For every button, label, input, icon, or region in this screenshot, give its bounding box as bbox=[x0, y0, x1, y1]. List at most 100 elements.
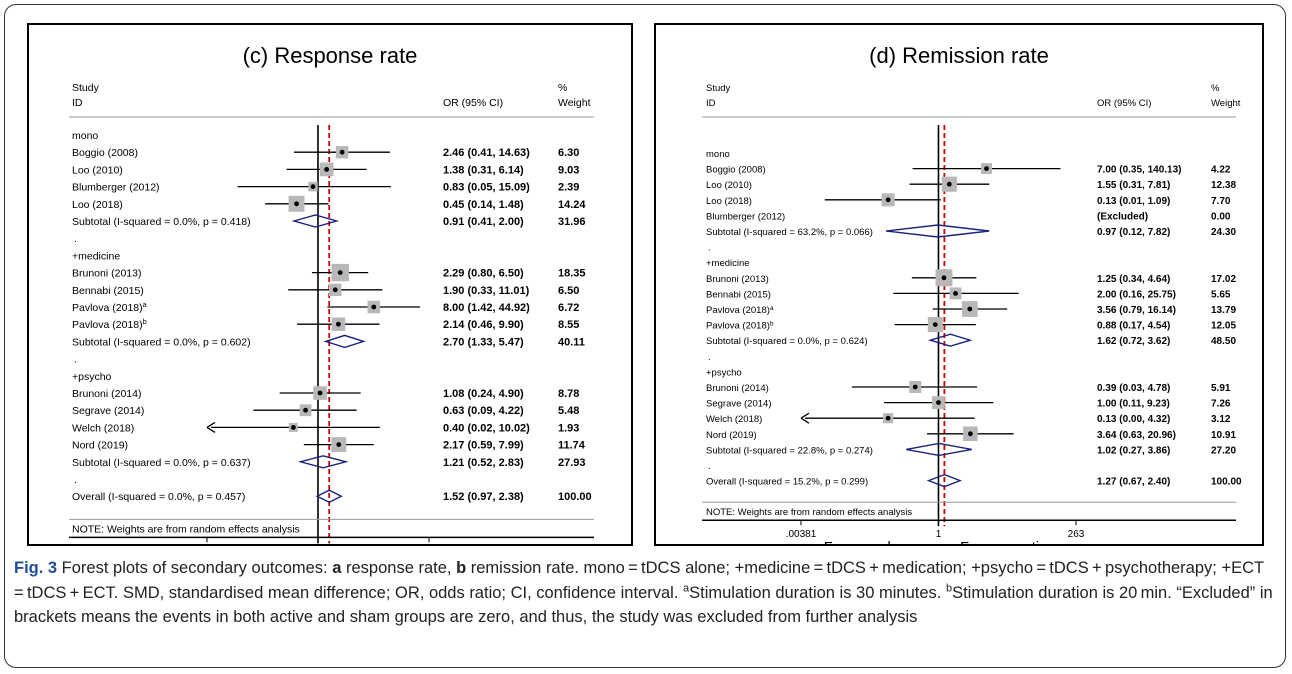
separator-dot: . bbox=[74, 474, 77, 486]
diamond-overall-i-squared-15-2-p-0-299 bbox=[926, 473, 963, 488]
point-estimate-pavlova-2018-b bbox=[335, 321, 341, 327]
study-label-brunoni-2014: Brunoni (2014) bbox=[706, 383, 769, 394]
or-ci-pavlova-2018-a: 8.00 (1.42, 44.92) bbox=[443, 302, 530, 314]
weight-pavlova-2018-a: 6.72 bbox=[558, 302, 579, 314]
or-ci-subtotal-i-squared-63-2-p-0-066: 0.97 (0.12, 7.82) bbox=[1097, 227, 1170, 238]
footnote-marker: b bbox=[770, 320, 774, 327]
favours-active-label: Favours active bbox=[960, 540, 1054, 544]
figure-caption: Fig. 3 Forest plots of secondary outcome… bbox=[14, 556, 1276, 630]
subtotal-label-subtotal-i-squared-0-0-p-0-602: Subtotal (I-squared = 0.0%, p = 0.602) bbox=[72, 336, 251, 348]
point-estimate-loo-2010 bbox=[324, 167, 330, 172]
footnote-marker: a bbox=[143, 300, 148, 309]
study-label-boggio-2008: Boggio (2008) bbox=[72, 147, 138, 159]
chart-title: (c) Response rate bbox=[243, 43, 418, 68]
caption-text-1: Forest plots of secondary outcomes: bbox=[57, 559, 333, 577]
study-label-bennabi-2015: Bennabi (2015) bbox=[706, 289, 771, 300]
study-label-segrave-2014: Segrave (2014) bbox=[706, 399, 771, 410]
or-ci-subtotal-i-squared-0-0-p-0-624: 1.62 (0.72, 3.62) bbox=[1097, 336, 1170, 347]
weight-bennabi-2015: 6.50 bbox=[558, 285, 579, 297]
study-label-brunoni-2014: Brunoni (2014) bbox=[72, 388, 141, 400]
chart-title: (d) Remission rate bbox=[869, 43, 1049, 68]
or-ci-subtotal-i-squared-0-0-p-0-418: 0.91 (0.41, 2.00) bbox=[443, 216, 524, 228]
or-ci-nord-2019: 2.17 (0.59, 7.99) bbox=[443, 440, 524, 452]
weight-bennabi-2015: 5.65 bbox=[1211, 289, 1231, 300]
or-ci-pavlova-2018-a: 3.56 (0.79, 16.14) bbox=[1097, 305, 1176, 316]
study-label-pavlova-2018-b: Pavlova (2018)b bbox=[72, 317, 147, 332]
diamond-subtotal-i-squared-63-2-p-0-066 bbox=[886, 224, 990, 238]
footnote-marker: b bbox=[143, 317, 147, 326]
point-estimate-pavlova-2018-b bbox=[932, 322, 938, 327]
or-ci-brunoni-2013: 2.29 (0.80, 6.50) bbox=[443, 268, 524, 280]
subtotal-label-subtotal-i-squared-63-2-p-0-066: Subtotal (I-squared = 63.2%, p = 0.066) bbox=[706, 227, 873, 238]
point-estimate-pavlova-2018-a bbox=[371, 304, 377, 310]
diamond-overall-i-squared-0-0-p-0-457 bbox=[315, 489, 343, 503]
weight-loo-2010: 12.38 bbox=[1211, 180, 1236, 191]
caption-text-4: Stimulation duration is 30 minutes. bbox=[689, 583, 946, 602]
remission-rate-forest-plot: (d) Remission rate Study ID OR (95% CI)% Wei… bbox=[702, 43, 1242, 556]
caption-text-5: Stimulation duration is 20 min. “Exclude… bbox=[14, 583, 1273, 627]
weight-blumberger-2012: 0.00 bbox=[1211, 211, 1231, 222]
footnote-marker: a bbox=[770, 305, 774, 312]
point-estimate-brunoni-2013 bbox=[337, 270, 343, 275]
caption-text-2: response rate, bbox=[341, 559, 457, 577]
or-ci-pavlova-2018-b: 0.88 (0.17, 4.54) bbox=[1097, 321, 1170, 332]
study-label-nord-2019: Nord (2019) bbox=[706, 430, 757, 441]
study-label-nord-2019: Nord (2019) bbox=[72, 440, 128, 452]
point-estimate-loo-2010 bbox=[946, 181, 952, 187]
or-ci-welch-2018: 0.13 (0.00, 4.32) bbox=[1097, 414, 1170, 425]
weight-pavlova-2018-a: 13.79 bbox=[1211, 305, 1236, 316]
point-estimate-pavlova-2018-a bbox=[967, 306, 973, 312]
diamond-subtotal-i-squared-0-0-p-0-602 bbox=[323, 334, 366, 349]
response-rate-panel: (c) Response rate Study ID OR (95% CI)% Weig… bbox=[27, 23, 633, 573]
caption-figure-label: Fig. 3 bbox=[14, 559, 58, 577]
group-label-medicine: +medicine bbox=[706, 258, 750, 269]
header-study: Study bbox=[72, 82, 100, 94]
study-label-loo-2010: Loo (2010) bbox=[72, 164, 123, 176]
weight-nord-2019: 11.74 bbox=[558, 440, 586, 452]
header-weight: Weight bbox=[558, 97, 591, 109]
weight-brunoni-2013: 17.02 bbox=[1211, 274, 1236, 285]
header-study: Study bbox=[706, 83, 731, 94]
response-rate-forest-plot: (c) Response rate Study ID OR (95% CI)% Weig… bbox=[69, 43, 594, 573]
study-label-blumberger-2012: Blumberger (2012) bbox=[72, 182, 160, 194]
header-percent: % bbox=[558, 82, 567, 94]
weight-welch-2018: 1.93 bbox=[558, 422, 579, 434]
weight-subtotal-i-squared-0-0-p-0-637: 27.93 bbox=[558, 457, 586, 469]
study-label-blumberger-2012: Blumberger (2012) bbox=[706, 211, 785, 222]
x-tick-label: 263 bbox=[1068, 529, 1085, 540]
separator-dot: . bbox=[74, 354, 77, 366]
study-label-brunoni-2013: Brunoni (2013) bbox=[72, 268, 141, 280]
weight-overall-i-squared-0-0-p-0-457: 100.00 bbox=[558, 491, 592, 503]
subtotal-label-subtotal-i-squared-0-0-p-0-624: Subtotal (I-squared = 0.0%, p = 0.624) bbox=[706, 336, 868, 347]
study-label-bennabi-2015: Bennabi (2015) bbox=[72, 285, 144, 297]
or-ci-overall-i-squared-15-2-p-0-299: 1.27 (0.67, 2.40) bbox=[1097, 477, 1170, 488]
study-label-loo-2018: Loo (2018) bbox=[72, 199, 123, 211]
weight-boggio-2008: 4.22 bbox=[1211, 165, 1231, 176]
or-ci-pavlova-2018-b: 2.14 (0.46, 9.90) bbox=[443, 319, 524, 331]
header-percent: % bbox=[1211, 83, 1220, 94]
point-estimate-loo-2018 bbox=[294, 201, 299, 207]
weight-brunoni-2014: 5.91 bbox=[1211, 383, 1231, 394]
point-estimate-welch-2018 bbox=[290, 425, 296, 430]
or-ci-brunoni-2013: 1.25 (0.34, 4.64) bbox=[1097, 274, 1170, 285]
weight-subtotal-i-squared-0-0-p-0-624: 48.50 bbox=[1211, 336, 1236, 347]
diamond-subtotal-i-squared-0-0-p-0-418 bbox=[291, 214, 340, 228]
study-label-pavlova-2018-b: Pavlova (2018)b bbox=[706, 320, 774, 332]
weight-subtotal-i-squared-63-2-p-0-066: 24.30 bbox=[1211, 227, 1236, 238]
or-ci-welch-2018: 0.40 (0.02, 10.02) bbox=[443, 422, 530, 434]
or-ci-subtotal-i-squared-0-0-p-0-637: 1.21 (0.52, 2.83) bbox=[443, 457, 524, 469]
point-estimate-boggio-2008 bbox=[339, 149, 345, 155]
point-estimate-loo-2018 bbox=[885, 197, 891, 203]
study-label-welch-2018: Welch (2018) bbox=[72, 422, 134, 434]
point-estimate-segrave-2014 bbox=[303, 407, 308, 413]
weight-brunoni-2014: 8.78 bbox=[558, 388, 579, 400]
or-ci-blumberger-2012: 0.83 (0.05, 15.09) bbox=[443, 182, 530, 194]
separator-dot: . bbox=[708, 243, 711, 254]
point-estimate-brunoni-2014 bbox=[317, 390, 323, 396]
remission-rate-panel: (d) Remission rate Study ID OR (95% CI)% Wei… bbox=[654, 23, 1264, 556]
or-ci-boggio-2008: 7.00 (0.35, 140.13) bbox=[1097, 165, 1182, 176]
x-tick-label: .00381 bbox=[786, 529, 817, 540]
weight-welch-2018: 3.12 bbox=[1211, 414, 1231, 425]
group-label-psycho: +psycho bbox=[706, 367, 742, 378]
or-ci-brunoni-2014: 0.39 (0.03, 4.78) bbox=[1097, 383, 1170, 394]
